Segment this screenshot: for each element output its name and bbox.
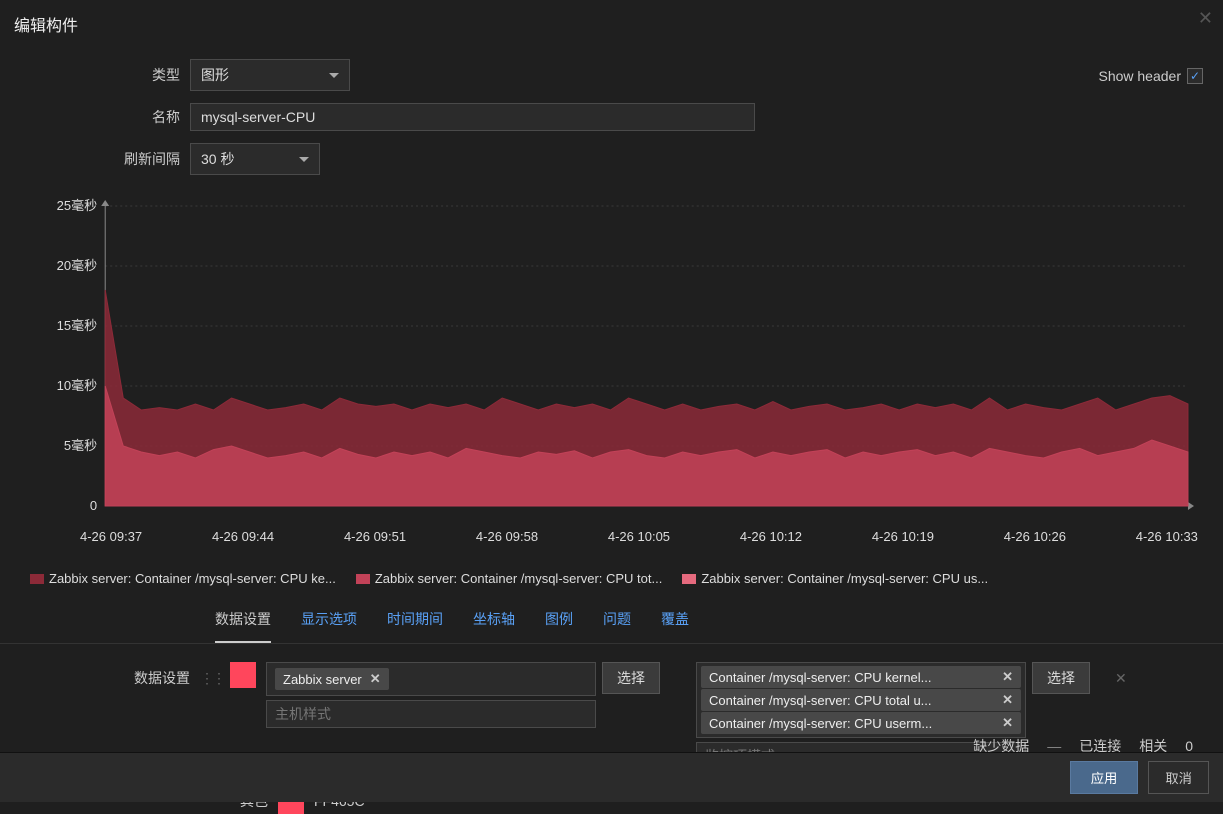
item-tag-text: Container /mysql-server: CPU kernel...: [709, 670, 932, 685]
legend-item: Zabbix server: Container /mysql-server: …: [30, 571, 336, 586]
name-input[interactable]: [190, 103, 755, 131]
legend-label: Zabbix server: Container /mysql-server: …: [49, 571, 336, 586]
show-header-checkbox[interactable]: ✓: [1187, 68, 1203, 84]
series-color-swatch[interactable]: [230, 662, 256, 688]
tab-1[interactable]: 显示选项: [301, 601, 357, 643]
x-tick-label: 4-26 09:58: [476, 529, 538, 544]
apply-button[interactable]: 应用: [1070, 761, 1139, 794]
chart-svg: 0 5毫秒 10毫秒 15毫秒 20毫秒 25毫秒: [25, 196, 1198, 526]
show-header-toggle: Show header ✓: [1098, 68, 1203, 84]
x-tick-label: 4-26 09:51: [344, 529, 406, 544]
legend-label: Zabbix server: Container /mysql-server: …: [375, 571, 663, 586]
item-select-button[interactable]: 选择: [1032, 662, 1090, 694]
item-tags[interactable]: Container /mysql-server: CPU kernel... ✕…: [696, 662, 1026, 738]
tab-4[interactable]: 图例: [545, 601, 573, 643]
legend-item: Zabbix server: Container /mysql-server: …: [356, 571, 663, 586]
host-tag-text: Zabbix server: [283, 672, 362, 687]
tab-2[interactable]: 时间期间: [387, 601, 443, 643]
svg-text:25毫秒: 25毫秒: [57, 198, 98, 213]
svg-text:20毫秒: 20毫秒: [57, 258, 98, 273]
item-tag-text: Container /mysql-server: CPU userm...: [709, 716, 932, 731]
chevron-down-icon: [299, 157, 309, 162]
x-axis-labels: 4-26 09:37 4-26 09:44 4-26 09:51 4-26 09:58…: [25, 529, 1198, 544]
chart-area: 0 5毫秒 10毫秒 15毫秒 20毫秒 25毫秒 4-26 09:37 4-26 09:4…: [25, 196, 1198, 566]
chevron-down-icon: [329, 73, 339, 78]
legend-label: Zabbix server: Container /mysql-server: …: [701, 571, 988, 586]
x-tick-label: 4-26 10:26: [1004, 529, 1066, 544]
x-tick-label: 4-26 09:37: [80, 529, 142, 544]
legend-swatch: [682, 574, 696, 584]
host-tag-input[interactable]: Zabbix server ✕: [266, 662, 596, 696]
item-tag-text: Container /mysql-server: CPU total u...: [709, 693, 932, 708]
show-header-label: Show header: [1098, 68, 1181, 84]
remove-tag-icon[interactable]: ✕: [370, 671, 381, 687]
host-select-button[interactable]: 选择: [602, 662, 660, 694]
tab-0[interactable]: 数据设置: [215, 601, 271, 643]
type-label: 类型: [0, 65, 190, 85]
host-tag: Zabbix server ✕: [275, 668, 389, 690]
svg-text:5毫秒: 5毫秒: [64, 438, 97, 453]
refresh-value: 30 秒: [201, 149, 234, 169]
host-pattern-input[interactable]: [266, 700, 596, 728]
type-select[interactable]: 图形: [190, 59, 350, 91]
item-tag: Container /mysql-server: CPU kernel... ✕: [701, 666, 1021, 688]
item-tag: Container /mysql-server: CPU total u... …: [701, 689, 1021, 711]
legend-item: Zabbix server: Container /mysql-server: …: [682, 571, 988, 586]
x-tick-label: 4-26 10:12: [740, 529, 802, 544]
form-section: 类型 图形 Show header ✓ 名称 刷新间隔 30 秒: [0, 48, 1223, 186]
dialog-footer: 应用 取消: [0, 752, 1223, 802]
tab-6[interactable]: 覆盖: [661, 601, 689, 643]
svg-text:15毫秒: 15毫秒: [57, 318, 98, 333]
name-label: 名称: [0, 107, 190, 127]
close-icon[interactable]: ✕: [1198, 8, 1213, 29]
dialog-title: 编辑构件: [0, 0, 1223, 48]
tab-5[interactable]: 问题: [603, 601, 631, 643]
x-tick-label: 4-26 10:05: [608, 529, 670, 544]
remove-tag-icon[interactable]: ✕: [1002, 715, 1013, 731]
type-value: 图形: [201, 65, 229, 85]
chart-legend: Zabbix server: Container /mysql-server: …: [0, 566, 1223, 591]
x-tick-label: 4-26 10:19: [872, 529, 934, 544]
tab-3[interactable]: 坐标轴: [473, 601, 515, 643]
data-config-label: 数据设置: [0, 662, 200, 688]
x-tick-label: 4-26 10:33: [1136, 529, 1198, 544]
item-tag: Container /mysql-server: CPU userm... ✕: [701, 712, 1021, 734]
drag-handle-icon[interactable]: ⋮⋮: [200, 662, 224, 687]
refresh-label: 刷新间隔: [0, 149, 190, 169]
legend-swatch: [356, 574, 370, 584]
tab-bar: 数据设置显示选项时间期间坐标轴图例问题覆盖: [0, 591, 1223, 644]
remove-tag-icon[interactable]: ✕: [1002, 692, 1013, 708]
cancel-button[interactable]: 取消: [1148, 761, 1209, 794]
legend-swatch: [30, 574, 44, 584]
remove-tag-icon[interactable]: ✕: [1002, 669, 1013, 685]
svg-text:0: 0: [90, 498, 97, 513]
svg-text:10毫秒: 10毫秒: [57, 378, 98, 393]
refresh-select[interactable]: 30 秒: [190, 143, 320, 175]
x-tick-label: 4-26 09:44: [212, 529, 274, 544]
remove-row-icon[interactable]: ✕: [1115, 662, 1127, 687]
host-block: Zabbix server ✕ 选择: [266, 662, 660, 728]
